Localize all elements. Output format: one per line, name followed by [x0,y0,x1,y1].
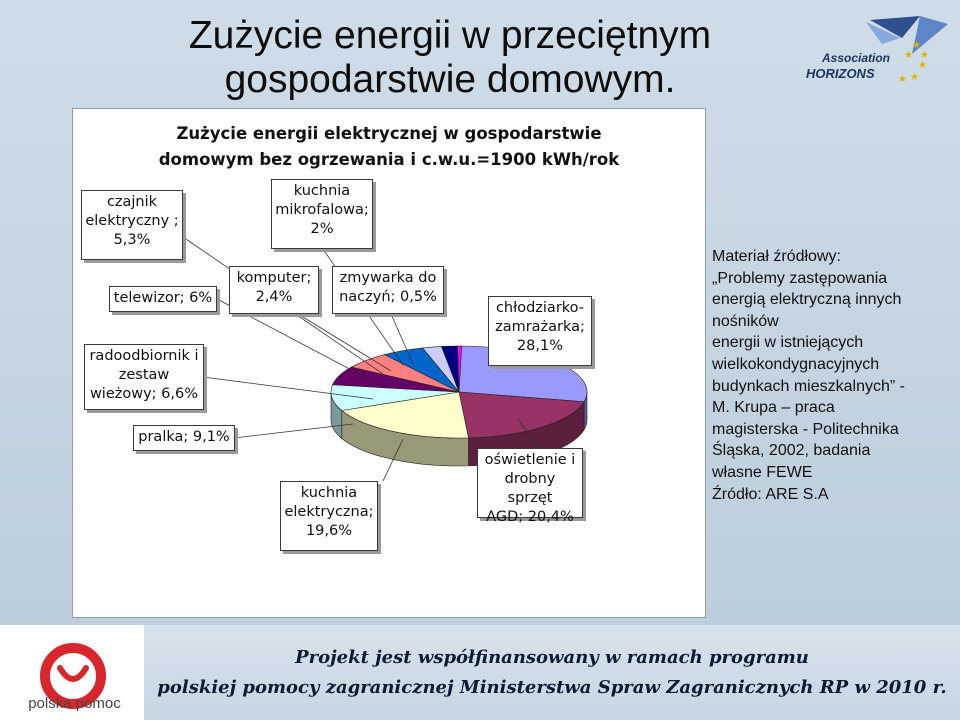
footer: polska pomoc Projekt jest współfinansowa… [0,625,960,720]
horizons-logo-icon: Association HORIZONS ★★★ ★★★ [806,16,948,85]
data-label-3: pralka; 9,1% [133,425,235,451]
data-label-9: zmywarka do naczyń; 0,5% [332,266,444,314]
source-line: Materiał źródłowy: [712,248,841,265]
logo-line2: HORIZONS [806,66,875,81]
data-label-4: radoodbiornik i zestaw wieżowy; 6,6% [84,344,204,410]
data-label-1: oświetlenie i drobny sprzęt AGD; 20,4% [477,448,583,525]
leader-line-4 [202,376,374,400]
source-line: własne FEWE [712,463,813,481]
slide-title-line1: Zużycie energii w przeciętnym [188,14,712,57]
footer-line2: polskiej pomocy zagranicznej Ministerstw… [157,677,947,698]
pie-chart: Zużycie energii elektrycznej w gospodars… [159,124,621,482]
footer-line1: Projekt jest współfinansowany w ramach p… [295,647,809,668]
footer-banner: Projekt jest współfinansowany w ramach p… [144,625,960,720]
leader-line-2 [382,438,404,482]
svg-text:★: ★ [918,60,927,71]
leader-line-9 [390,313,414,365]
svg-text:★: ★ [910,72,919,83]
pie-slice-2 [341,391,469,439]
logo-line1: Association [821,51,890,65]
chart-panel: Zużycie energii elektrycznej w gospodars… [72,108,706,618]
pie-slice-9 [457,345,462,393]
data-label-6: czajnik elektryczny ; 5,3% [81,190,183,260]
source-line: magisterska - Politechnika [712,420,899,438]
association-horizons-logo: Association HORIZONS ★ ★ ★ ★ ★ ★ [800,8,950,88]
source-line: budynkach mieszkalnych” - [712,377,905,395]
source-line: wielkokondygnacyjnych [712,355,880,373]
source-line: „Problemy zastępowania [712,269,888,287]
source-line: Źródło: ARE S.A [712,485,829,503]
svg-text:★: ★ [904,50,913,61]
svg-text:★: ★ [898,74,907,85]
source-line: M. Krupa – praca [712,399,835,417]
leader-line-3 [233,423,354,439]
leader-line-1 [517,418,540,450]
svg-text:★: ★ [920,50,929,61]
source-line: energii w istniejących [712,334,864,352]
leader-line-7 [297,313,392,372]
source-line: energią elektryczną innych [712,291,902,309]
source-line: Śląska, 2002, badania [712,442,871,460]
data-label-0: chłodziarko- zamrażarka; 28,1% [488,296,592,366]
data-label-2: kuchnia elektryczna; 19,6% [280,481,378,551]
slide-title-line2: gospodarstwie domowym. [224,58,676,101]
source-note: Materiał źródłowy: „Problemy zastępowania… [712,246,952,505]
polska-pomoc-text: polska pomoc [28,695,121,712]
chart-title-line1: Zużycie energii elektrycznej w gospodars… [176,124,601,143]
svg-text:★: ★ [912,40,921,51]
pie-slices [330,345,588,467]
chart-title-line2: domowym bez ogrzewania i c.w.u.=1900 kWh… [159,150,621,169]
data-label-5: telewizor; 6% [109,286,217,312]
pie-slice-1 [458,391,585,439]
polska-pomoc-logo-icon [40,643,106,709]
data-label-8: kuchnia mikrofalowa; 2% [271,179,373,249]
data-label-7: komputer; 2,4% [229,266,319,314]
slide-title: Zużycie energii w przeciętnym gospodarst… [120,14,780,102]
source-line: nośników [712,312,779,330]
